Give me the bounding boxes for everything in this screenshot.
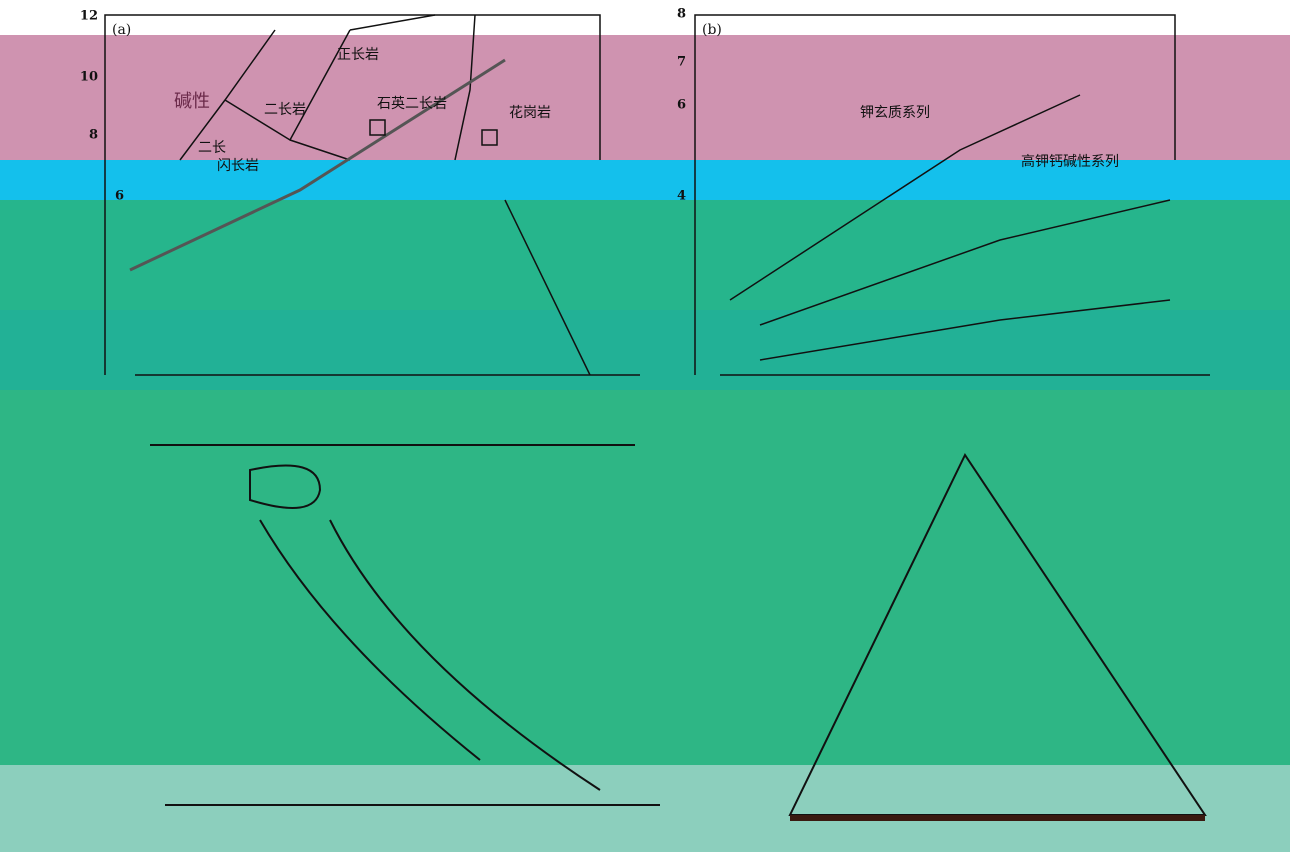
field-label: 石英二长岩 xyxy=(377,95,447,112)
y-tick-label: 10 xyxy=(80,70,98,85)
band-teal xyxy=(0,765,1290,852)
field-label: 闪长岩 xyxy=(217,158,259,174)
panel-label: (a) xyxy=(112,22,131,38)
band-top xyxy=(0,0,1290,35)
band-green-3 xyxy=(0,390,1290,765)
y-tick-label: 12 xyxy=(80,9,98,24)
y-tick-label: 6 xyxy=(677,98,686,113)
y-tick-label: 8 xyxy=(89,128,98,143)
y-tick-label: 7 xyxy=(677,55,686,70)
y-tick-label: 4 xyxy=(677,189,686,204)
panel-label: (b) xyxy=(702,22,722,38)
series-label: 钾玄质系列 xyxy=(860,104,930,121)
y-tick-label: 8 xyxy=(677,7,686,22)
field-label: 碱性 xyxy=(174,91,210,112)
panel-a-lines xyxy=(104,14,640,376)
y-tick-label: 6 xyxy=(115,189,124,204)
panel-d-lines xyxy=(788,452,1207,821)
field-label: 正长岩 xyxy=(337,47,379,63)
panel-b-lines xyxy=(694,14,1210,376)
band-green-2 xyxy=(0,310,1290,390)
panel-c-lines xyxy=(150,444,660,806)
field-label: 花岗岩 xyxy=(509,105,551,121)
series-label: 高钾钙碱性系列 xyxy=(1021,153,1119,170)
band-blue xyxy=(0,160,1290,200)
band-green-1 xyxy=(0,200,1290,310)
field-label: 二长 xyxy=(198,140,226,156)
field-label: 二长岩 xyxy=(264,102,306,118)
